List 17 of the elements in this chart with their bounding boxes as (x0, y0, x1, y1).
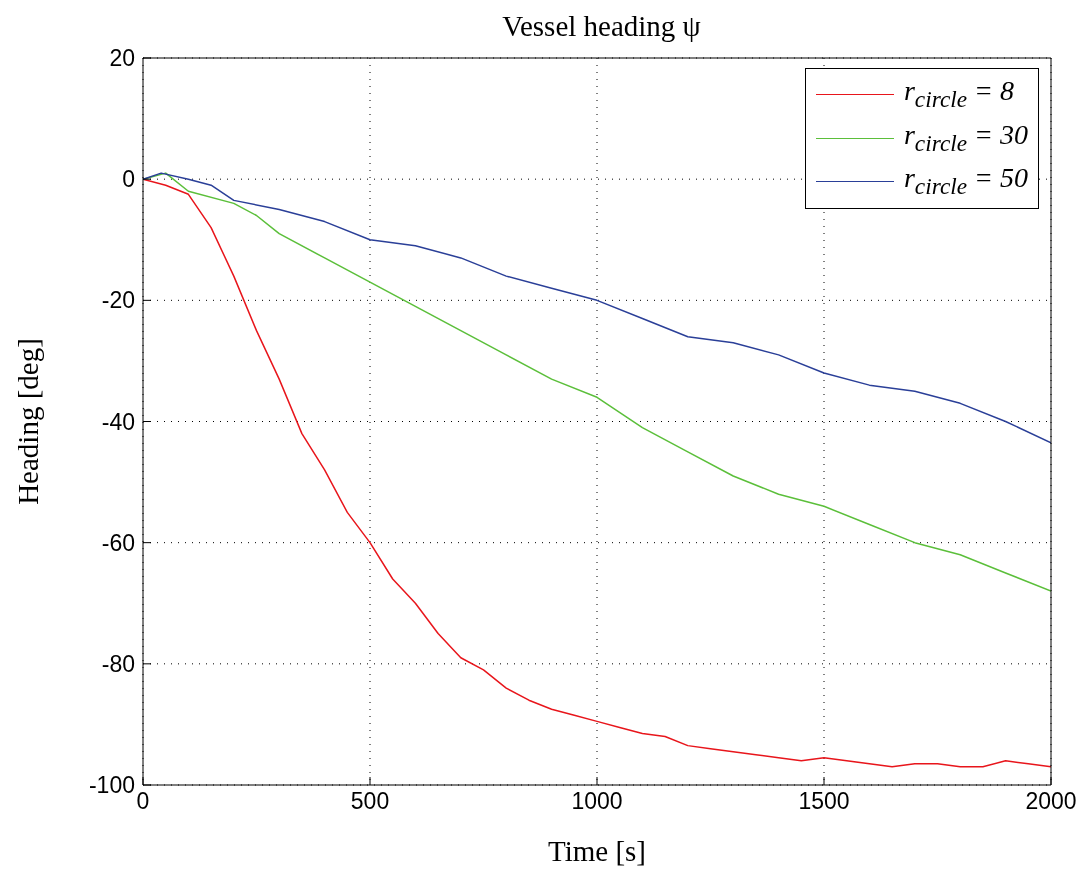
y-tick-label: -80 (101, 651, 135, 677)
chart-title: Vessel heading ψ (501, 10, 702, 43)
x-tick-label: 1500 (798, 788, 850, 815)
x-tick-label: 2000 (1025, 788, 1077, 815)
y-tick-label: 20 (109, 45, 135, 72)
y-tick-label: -20 (101, 287, 135, 314)
y-axis-title: Heading [deg] (12, 338, 45, 505)
y-tick-label: -40 (101, 408, 135, 435)
legend-label: r$_{circle}$ = 50 (903, 161, 1028, 201)
legend-label: r$_{circle}$ = 30 (903, 117, 1028, 158)
x-tick-label: 1000 (571, 788, 623, 815)
y-tick-label: 0 (122, 166, 135, 193)
y-tick-label: -100 (88, 772, 135, 799)
x-tick-label: 500 (350, 788, 390, 815)
x-axis-title: Time [s] (547, 835, 647, 867)
y-tick-label: -60 (101, 529, 135, 556)
legend-label: r$_{circle}$ = 8 (903, 74, 1014, 114)
